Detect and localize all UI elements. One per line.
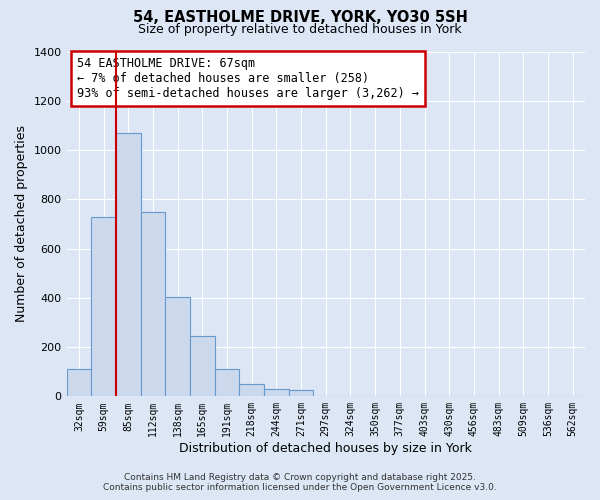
Text: 54, EASTHOLME DRIVE, YORK, YO30 5SH: 54, EASTHOLME DRIVE, YORK, YO30 5SH (133, 10, 467, 25)
Bar (215, 368, 239, 396)
Bar (289, 390, 313, 396)
Text: Contains HM Land Registry data © Crown copyright and database right 2025.
Contai: Contains HM Land Registry data © Crown c… (103, 473, 497, 492)
Y-axis label: Number of detached properties: Number of detached properties (15, 126, 28, 322)
Text: Size of property relative to detached houses in York: Size of property relative to detached ho… (138, 22, 462, 36)
Bar (190, 336, 215, 396)
Text: 54 EASTHOLME DRIVE: 67sqm
← 7% of detached houses are smaller (258)
93% of semi-: 54 EASTHOLME DRIVE: 67sqm ← 7% of detach… (77, 56, 419, 100)
Bar (67, 369, 91, 396)
Bar (140, 212, 165, 396)
Bar (116, 133, 140, 396)
Bar (165, 296, 190, 396)
Bar (239, 384, 264, 396)
Bar (264, 390, 289, 396)
Bar (91, 216, 116, 396)
X-axis label: Distribution of detached houses by size in York: Distribution of detached houses by size … (179, 442, 472, 455)
